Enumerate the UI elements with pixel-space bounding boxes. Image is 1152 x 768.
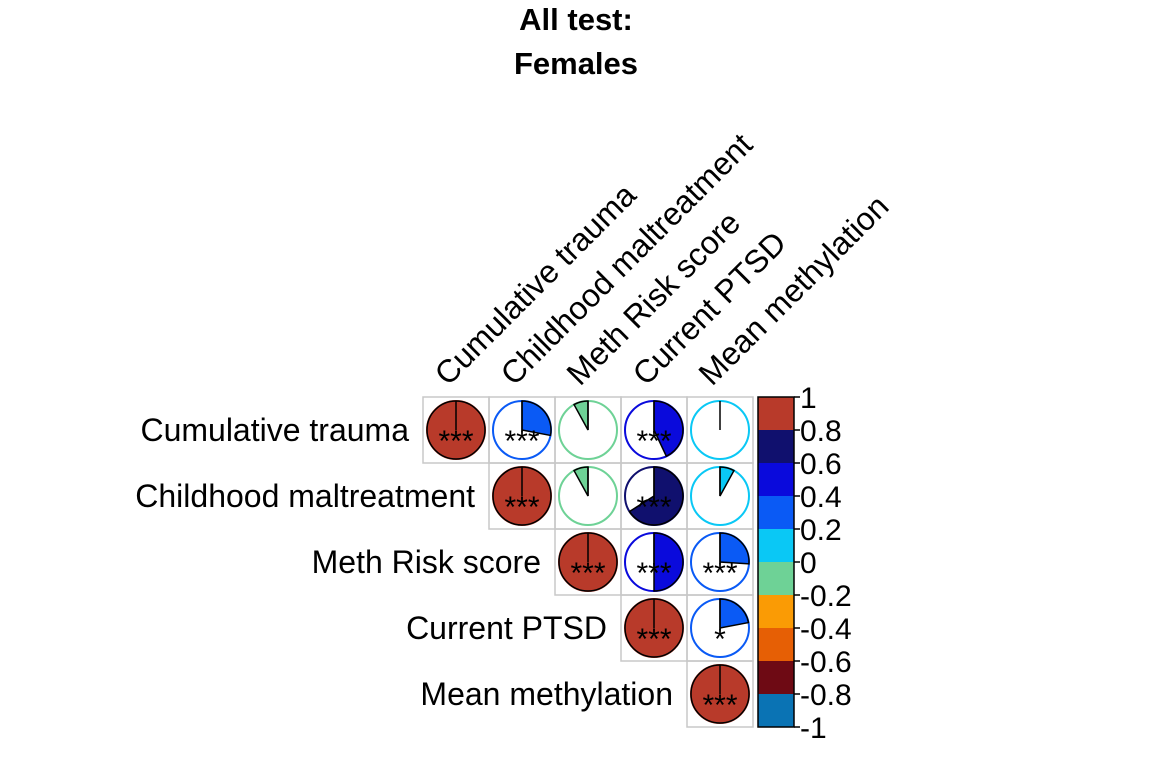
pie-mark <box>624 532 684 592</box>
chart-title-line-1: All test: <box>519 2 633 37</box>
pie-mark <box>624 598 684 658</box>
colorbar-tick-label: -1 <box>800 712 827 745</box>
significance-label: *** <box>504 491 539 524</box>
pie-mark <box>624 466 684 526</box>
pie-mark <box>690 400 750 460</box>
colorbar-tick-label: 0 <box>800 547 817 580</box>
grid <box>422 396 754 728</box>
pie-mark <box>492 466 552 526</box>
significance-label: *** <box>570 557 605 590</box>
colorbar-bin <box>758 694 794 727</box>
pie-slice <box>521 400 552 437</box>
pie-mark <box>492 400 552 460</box>
row-label-mean-methylation: Mean methylation <box>420 676 673 712</box>
significance-label: *** <box>438 425 473 458</box>
row-label-current-ptsd: Current PTSD <box>406 610 607 646</box>
colorbar-bin <box>758 628 794 661</box>
pie-slice <box>653 532 684 592</box>
grid-cell <box>686 660 754 728</box>
colorbar: 10.80.60.40.20-0.2-0.4-0.6-0.8-1 <box>757 382 852 745</box>
colorbar-tick-label: 0.8 <box>800 415 842 448</box>
pie-mark <box>624 400 684 460</box>
pie-slice <box>628 466 684 526</box>
row-label-childhood-maltreatment: Childhood maltreatment <box>135 478 475 514</box>
row-labels: Cumulative trauma Childhood maltreatment M… <box>135 412 673 712</box>
colorbar-tick-label: 0.4 <box>800 481 842 514</box>
colorbar-tick-label: -0.4 <box>800 613 852 646</box>
pie-mark <box>690 664 750 724</box>
pie-mark <box>426 400 486 460</box>
colorbar-bin <box>758 595 794 628</box>
colorbar-tick-label: -0.2 <box>800 580 852 613</box>
chart-title-line-2: Females <box>514 46 638 81</box>
significance-label: * <box>714 623 726 656</box>
row-label-meth-risk-score: Meth Risk score <box>312 544 541 580</box>
chart-title: All test: Females <box>514 2 638 81</box>
significance-label: *** <box>702 557 737 590</box>
pie-mark <box>558 400 618 460</box>
colorbar-bin <box>758 496 794 529</box>
significance-stars: *** *** ****** ****** *** ****** **** <box>438 425 737 722</box>
pie-mark <box>690 466 750 526</box>
row-label-cumulative-trauma: Cumulative trauma <box>140 412 409 448</box>
colorbar-tick-label: 1 <box>800 382 817 415</box>
colorbar-bin <box>758 397 794 430</box>
colorbar-bin <box>758 562 794 595</box>
pie-mark <box>558 466 618 526</box>
pie-slice <box>719 598 750 629</box>
significance-label: *** <box>702 689 737 722</box>
colorbar-bin <box>758 430 794 463</box>
colorbar-tick-label: 0.2 <box>800 514 842 547</box>
colorbar-bin <box>758 661 794 694</box>
pie-mark <box>690 598 750 658</box>
colorbar-tick-label: -0.6 <box>800 646 852 679</box>
pie-cells <box>426 400 750 724</box>
pie-mark <box>690 532 750 592</box>
significance-label: *** <box>636 557 671 590</box>
significance-label: *** <box>636 425 671 458</box>
colorbar-tick-label: -0.8 <box>800 679 852 712</box>
colorbar-tick-label: 0.6 <box>800 448 842 481</box>
colorbar-bin <box>758 529 794 562</box>
significance-label: *** <box>636 623 671 656</box>
pie-mark <box>558 532 618 592</box>
colorbar-bin <box>758 463 794 496</box>
significance-label: *** <box>636 491 671 524</box>
pie-slice <box>719 532 750 565</box>
pie-slice <box>653 400 684 458</box>
significance-label: *** <box>504 425 539 458</box>
